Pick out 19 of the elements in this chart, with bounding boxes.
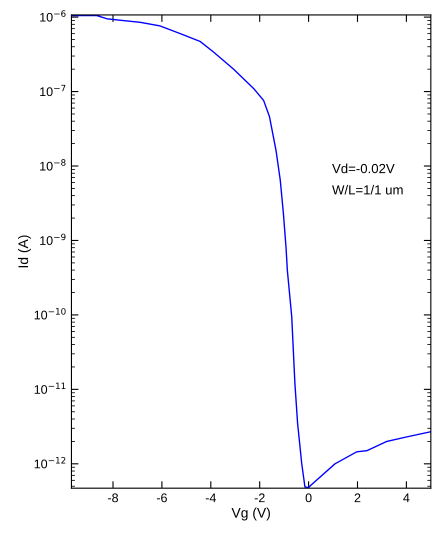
x-tick-label: -6	[156, 493, 167, 502]
y-tick-label: 10$^{−7}$	[40, 84, 66, 96]
annotation: Vd=-0.02V	[332, 164, 395, 174]
x-tick-label: -4	[206, 494, 216, 502]
y-tick-label: 10$^{−6}$	[40, 10, 66, 22]
x-tick-label: -2	[254, 493, 265, 502]
x-tick-label: 0	[306, 493, 312, 502]
y-tick-label: 10$^{−12}$	[34, 456, 66, 468]
annotation: W/L=1/1 um	[332, 184, 403, 195]
x-tick-label: 4	[403, 494, 410, 502]
x-tick-label: 2	[354, 493, 360, 502]
y-tick-label: 10$^{−10}$	[34, 308, 66, 320]
y-tick-label: 10$^{−9}$	[40, 234, 66, 246]
y-axis-title: Id (A)	[18, 235, 31, 268]
x-tick-label: -8	[108, 493, 118, 502]
x-axis-title: Vg (V)	[232, 508, 270, 520]
line-series	[71, 14, 431, 488]
y-tick-label: 10$^{−11}$	[34, 382, 66, 394]
y-tick-label: 10$^{−8}$	[40, 159, 66, 171]
